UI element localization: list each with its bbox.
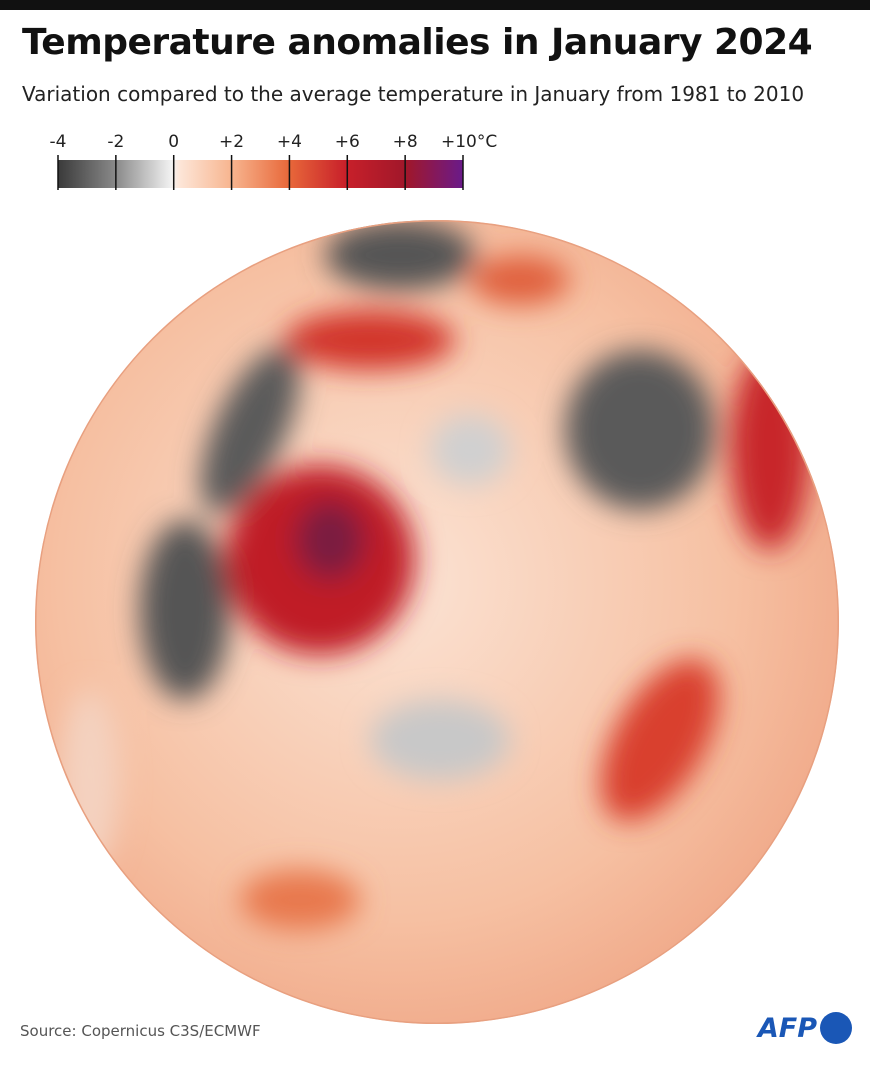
top-bar — [0, 0, 870, 10]
legend-tick-label: +10°C — [441, 132, 497, 152]
legend-tick-label: 0 — [168, 132, 179, 152]
legend-tick-label: -4 — [50, 132, 67, 152]
globe — [35, 220, 839, 1024]
legend-tick-label: +2 — [219, 132, 244, 152]
logo-dot — [820, 1012, 852, 1044]
legend-bar — [58, 160, 463, 188]
subtitle: Variation compared to the average temper… — [22, 82, 805, 106]
legend-tick-label: +8 — [393, 132, 418, 152]
legend-tick-label: -2 — [107, 132, 124, 152]
logo: AFP — [758, 1012, 852, 1044]
legend-tick-label: +6 — [335, 132, 360, 152]
logo-text: AFP — [757, 1012, 817, 1044]
source: Source: Copernicus C3S/ECMWF — [20, 1022, 261, 1040]
title: Temperature anomalies in January 2024 — [22, 22, 813, 63]
legend-tick-label: +4 — [277, 132, 302, 152]
